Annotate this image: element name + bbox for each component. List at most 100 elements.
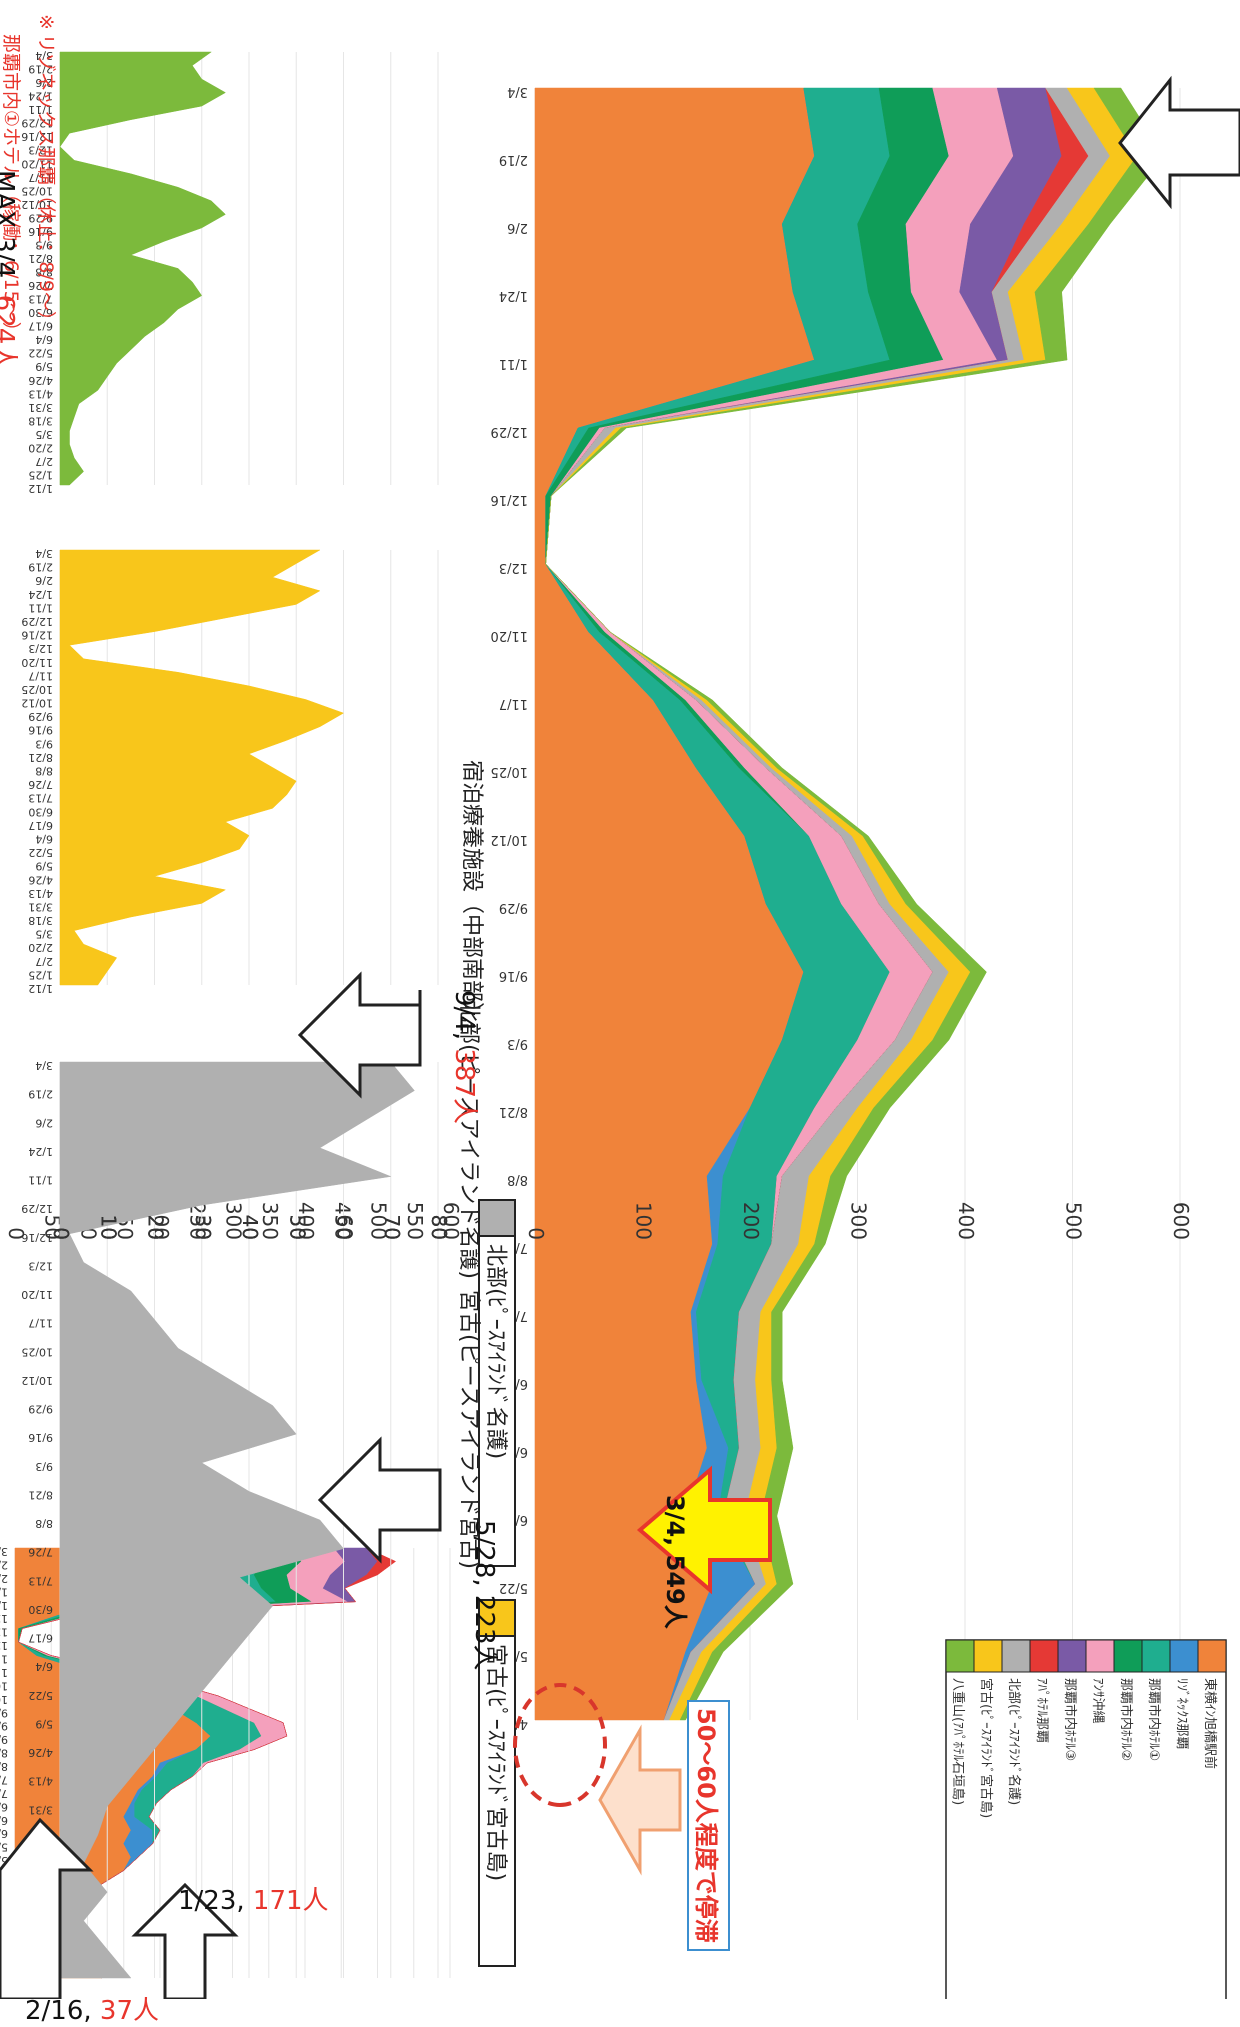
ins1-xtick-11: 6/4 — [35, 1660, 53, 1673]
callout-5-28 — [317, 1436, 442, 1564]
callout-1-23-count: 171人 — [252, 1886, 329, 1916]
ins2-xtick-9: 5/9 — [35, 860, 53, 873]
main-legend-label-2: 那覇市内ﾎﾃﾙ① — [1146, 1678, 1162, 1761]
callout-1-23-date: 1/23, — [178, 1886, 253, 1916]
inset-miyako-legend-box — [478, 1635, 516, 1967]
ins3-xtick-11: 6/4 — [35, 333, 53, 346]
callout-9-4-arrow — [297, 971, 422, 1099]
ins3-xtick-17: 8/21 — [28, 252, 53, 265]
inset-north-legend-box — [478, 1235, 516, 1567]
main-xtick-16: 11/20 — [491, 628, 528, 643]
inset-yaeyama-x-tick-labels: 1/121/252/72/203/53/183/314/134/265/95/2… — [21, 49, 53, 495]
ins3-xtick-20: 9/29 — [28, 211, 53, 224]
inset-miyako-legend-label: 宮古(ﾋﾟｰｽｱｲﾗﾝﾄﾞ宮古島) — [483, 1644, 508, 1881]
main-legend-swatch-1 — [1169, 1639, 1199, 1673]
ins0-xtick-18: 9/3 — [0, 1733, 8, 1746]
ins1-ytick-6: 60 — [333, 1215, 357, 1240]
ins3-xtick-5: 3/18 — [28, 414, 53, 427]
ins2-xtick-5: 3/18 — [28, 914, 53, 927]
ins2-xtick-4: 3/5 — [35, 928, 53, 941]
main-ytick-0: 0 — [524, 1227, 548, 1240]
main-ytick-1: 100 — [632, 1202, 656, 1240]
ins3-xtick-13: 6/30 — [28, 306, 53, 319]
inset-north-legend-label: 北部(ﾋﾟｰｽｱｲﾗﾝﾄﾞ名護) — [483, 1244, 508, 1459]
ins2-xtick-10: 5/22 — [28, 846, 53, 859]
callout-5-28-arrow — [317, 1436, 442, 1564]
ins0-xtick-9: 5/9 — [0, 1854, 8, 1867]
ins2-ytick-6: 60 — [333, 1215, 357, 1240]
main-ytick-2: 200 — [739, 1202, 763, 1240]
ins0-xtick-14: 7/13 — [0, 1787, 8, 1800]
callout-9-4-count: 387人 — [449, 1048, 479, 1125]
ins0-xtick-10: 5/22 — [0, 1841, 8, 1854]
main-legend-swatch-0 — [1197, 1639, 1227, 1673]
ins1-xtick-12: 6/17 — [28, 1632, 53, 1645]
main-ytick-3: 300 — [847, 1202, 871, 1240]
callout-max-arrow — [1118, 75, 1240, 210]
ins3-xtick-31: 2/19 — [28, 63, 53, 76]
ins2-xtick-27: 12/29 — [21, 615, 53, 628]
main-xtick-21: 1/24 — [499, 288, 528, 303]
main-ytick-4: 400 — [954, 1202, 978, 1240]
ins2-ytick-3: 30 — [191, 1215, 215, 1240]
ins3-xtick-19: 9/16 — [28, 225, 53, 238]
callout-5-28-label: 5/28, 223人 — [469, 1520, 499, 1671]
ins3-xtick-0: 1/12 — [28, 482, 53, 495]
ins3-xtick-3: 2/20 — [28, 441, 53, 454]
ins1-xtick-25: 12/3 — [28, 1259, 53, 1272]
ins3-xtick-29: 1/24 — [28, 90, 53, 103]
ins3-xtick-23: 11/7 — [28, 171, 53, 184]
ins1-xtick-10: 5/22 — [28, 1689, 53, 1702]
ins0-xtick-26: 12/16 — [0, 1626, 8, 1639]
inset-yaeyama-y-tick-labels: 0 10 20 30 40 50 60 70 80 — [49, 1215, 451, 1240]
callout-1-23-arrow — [131, 1882, 239, 1999]
ins3-ytick-5: 50 — [285, 1215, 309, 1240]
ins2-xtick-24: 11/20 — [21, 656, 53, 669]
ins3-xtick-15: 7/26 — [28, 279, 53, 292]
ins3-xtick-2: 2/7 — [35, 455, 53, 468]
ins1-ytick-5: 50 — [285, 1215, 309, 1240]
ins2-xtick-3: 2/20 — [28, 941, 53, 954]
ins0-xtick-30: 2/6 — [0, 1572, 8, 1585]
ins0-ytick-6: 300 — [222, 1202, 246, 1240]
ins0-xtick-17: 8/21 — [0, 1747, 8, 1760]
ins0-ytick-5: 250 — [185, 1202, 209, 1240]
ins3-ytick-6: 60 — [333, 1215, 357, 1240]
ins2-xtick-22: 10/25 — [21, 683, 53, 696]
main-xtick-19: 12/29 — [491, 424, 528, 439]
main-legend-label-4: ｱﾝｻ沖縄 — [1090, 1678, 1105, 1724]
ins1-xtick-18: 9/3 — [35, 1460, 53, 1473]
ins2-xtick-18: 9/3 — [35, 737, 53, 750]
main-legend-swatch-2 — [1141, 1639, 1171, 1673]
ins2-xtick-8: 4/26 — [28, 873, 53, 886]
ins3-xtick-6: 3/31 — [28, 401, 53, 414]
ins3-xtick-18: 9/3 — [35, 238, 53, 251]
inset-miyako-x-tick-labels: 1/121/252/72/203/53/183/314/134/265/95/2… — [21, 547, 53, 995]
main-xtick-23: 2/19 — [499, 152, 528, 167]
main-xtick-13: 10/12 — [491, 832, 528, 847]
ins1-area-series-0 — [59, 1061, 415, 1979]
ins2-xtick-29: 1/24 — [28, 588, 53, 601]
ins2-area-series-0 — [59, 549, 345, 986]
ins1-xtick-30: 2/6 — [35, 1116, 53, 1129]
ins0-xtick-23: 11/7 — [0, 1666, 8, 1679]
main-xtick-14: 10/25 — [491, 764, 528, 779]
ins0-ytick-12: 600 — [439, 1202, 463, 1240]
ins1-xtick-31: 2/19 — [28, 1088, 53, 1101]
main-legend-swatch-3 — [1113, 1639, 1143, 1673]
ins1-xtick-15: 7/26 — [28, 1546, 53, 1559]
ins1-xtick-17: 8/21 — [28, 1488, 53, 1501]
ins3-xtick-24: 11/20 — [21, 157, 53, 170]
ins1-ytick-0: 0 — [49, 1227, 73, 1240]
ins0-xtick-15: 7/26 — [0, 1773, 8, 1786]
stall-label: 50～60人程度で停滞 — [687, 1700, 730, 1951]
ins3-xtick-4: 3/5 — [35, 428, 53, 441]
ins1-xtick-22: 10/25 — [21, 1345, 53, 1358]
ins2-xtick-15: 7/26 — [28, 778, 53, 791]
ins2-xtick-31: 2/19 — [28, 561, 53, 574]
ins1-xtick-9: 5/9 — [35, 1717, 53, 1730]
ins0-xtick-19: 9/16 — [0, 1720, 8, 1733]
